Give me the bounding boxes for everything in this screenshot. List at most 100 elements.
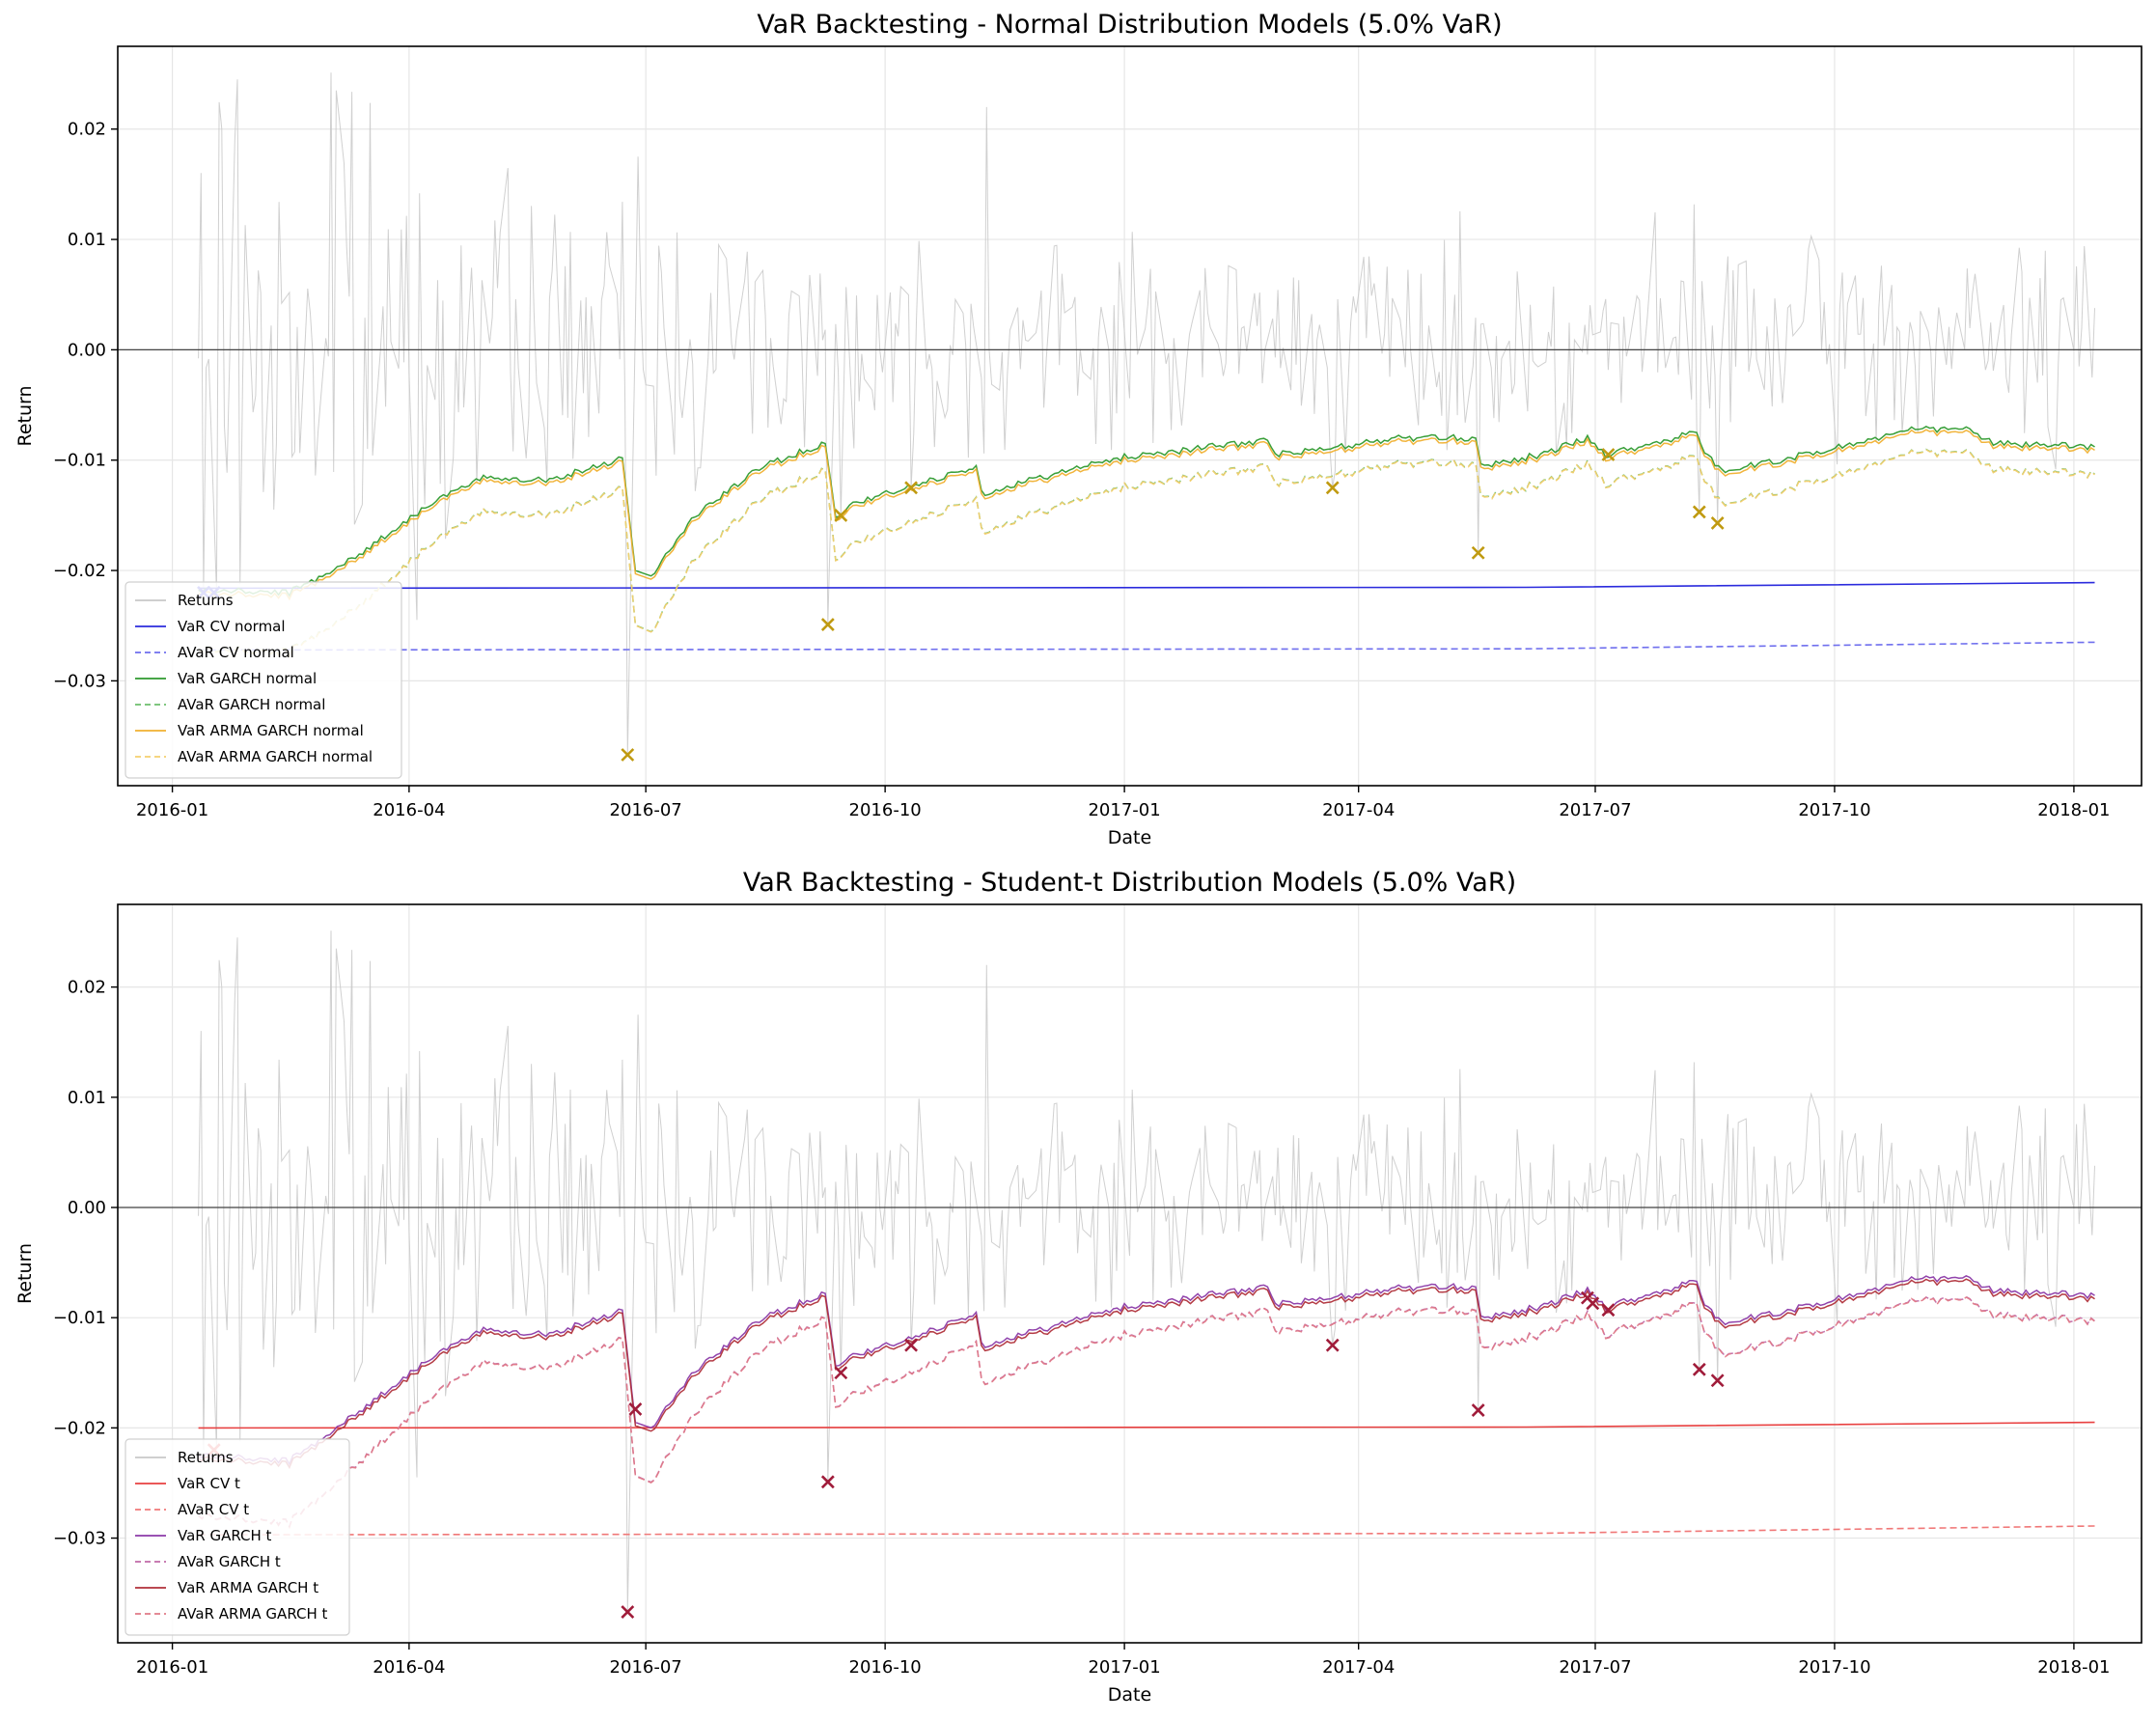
legend-label: AVaR CV t [178,1501,249,1518]
series-line-garch-0 [198,1274,2095,1466]
axes-frame [117,903,2142,1644]
violation-marker [1601,448,1616,461]
violation-stroke-b [1471,545,1485,560]
violation-marker [834,508,848,522]
legend-label: VaR CV t [178,1475,240,1492]
x-tick-label: 2017-04 [1322,1657,1395,1678]
violation-marker [904,1338,919,1352]
y-tick-label: −0.03 [53,1529,106,1549]
legend-label: VaR CV normal [178,618,286,635]
legend-label: VaR ARMA GARCH normal [178,722,364,739]
returns-line [198,930,2095,1613]
x-tick-label: 2016-04 [373,1657,445,1678]
y-axis-label: Return [14,385,36,446]
legend: Returns VaR CV t AVaR CV t VaR GARCH t AVaR … [124,1438,350,1636]
violation-stroke-b [904,1338,919,1352]
legend-label: Returns [178,592,234,609]
violation-marker [621,1605,635,1619]
legend-label: AVaR CV normal [178,644,294,661]
x-tick-label: 2016-07 [610,800,682,820]
legend-label: AVaR ARMA GARCH normal [178,748,373,765]
violation-stroke-b [1710,515,1725,530]
violation-stroke-b [1692,505,1706,519]
x-tick-label: 2016-01 [136,1657,208,1678]
violation-marker [1325,481,1340,495]
violation-marker [1692,1362,1706,1376]
legend-label: AVaR GARCH normal [178,696,325,713]
chart-panel-1: 2016-01 2016-04 2016-07 2016-10 2017-01 2017-… [14,10,2142,848]
violation-marker [820,618,835,631]
series-line-2 [198,1525,2095,1536]
legend-label: VaR GARCH t [178,1527,272,1544]
violation-stroke-b [1325,481,1340,495]
x-tick-label: 2018-01 [2037,1657,2110,1678]
series-line-garch-3 [198,449,2095,658]
gridlines [118,904,2142,1643]
y-tick-label: 0.01 [68,230,106,250]
x-tick-label: 2017-04 [1322,800,1395,820]
y-tick-label: −0.03 [53,671,106,691]
gridlines [118,46,2142,786]
y-tick-label: 0.00 [68,340,106,360]
violation-stroke-b [1471,1403,1485,1418]
violation-stroke-b [621,1605,635,1619]
x-tick-label: 2017-07 [1559,1657,1631,1678]
x-tick-label: 2016-07 [610,1657,682,1678]
violation-marker [820,1475,835,1489]
y-tick-label: −0.02 [53,1418,106,1438]
legend: Returns VaR CV normal AVaR CV normal VaR GA… [124,581,402,779]
violation-marker [1601,1303,1616,1318]
series-line-garch-2 [198,429,2095,601]
violation-marker [1710,515,1725,530]
x-tick-label: 2017-10 [1798,1657,1870,1678]
y-tick-label: 0.02 [68,120,106,140]
x-tick-label: 2017-01 [1088,800,1160,820]
x-tick-label: 2016-10 [849,1657,922,1678]
y-tick-label: 0.01 [68,1088,106,1108]
series-line-1 [198,581,2095,590]
violation-marker [1710,1373,1725,1388]
series-line-garch-3 [198,1296,2095,1530]
violation-marker [621,748,635,762]
violation-marker [1586,1296,1600,1311]
chart-title: VaR Backtesting - Normal Distribution Mo… [757,10,1502,40]
chart-panel-2: 2016-01 2016-04 2016-07 2016-10 2017-01 2017-… [14,868,2142,1706]
chart-title: VaR Backtesting - Student-t Distribution… [743,868,1516,898]
legend-label: AVaR GARCH t [178,1553,281,1570]
y-tick-label: −0.01 [53,451,106,471]
y-tick-label: 0.00 [68,1198,106,1218]
violation-stroke-b [621,748,635,762]
axes-frame [117,45,2142,787]
violation-stroke-b [834,508,848,522]
violation-stroke-b [628,1402,643,1416]
x-tick-label: 2016-10 [849,800,922,820]
violation-stroke-b [1692,1362,1706,1376]
x-tick-label: 2017-01 [1088,1657,1160,1678]
series-line-garch-0 [198,425,2095,597]
y-axis-label: Return [14,1243,36,1304]
y-tick-label: −0.02 [53,561,106,581]
x-tick-label: 2017-07 [1559,800,1631,820]
legend-label: VaR GARCH normal [178,670,317,687]
violation-marker [1692,505,1706,519]
violation-marker [628,1402,643,1416]
violation-stroke-b [1601,1303,1616,1318]
violation-stroke-b [1586,1296,1600,1311]
legend-box [124,1438,350,1636]
returns-line [198,72,2095,756]
legend-label: AVaR ARMA GARCH t [178,1605,328,1623]
series-line-garch-2 [198,1278,2095,1470]
y-tick-label: 0.02 [68,978,106,998]
x-tick-label: 2018-01 [2037,800,2110,820]
legend-label: VaR ARMA GARCH t [178,1579,318,1596]
violation-stroke-b [834,1366,848,1380]
series-line-2 [198,641,2095,652]
violation-marker [904,481,919,495]
legend-label: Returns [178,1449,234,1466]
violation-stroke-b [1710,1373,1725,1388]
violation-marker [834,1366,848,1380]
violation-stroke-b [904,481,919,495]
legend-box [124,581,402,779]
